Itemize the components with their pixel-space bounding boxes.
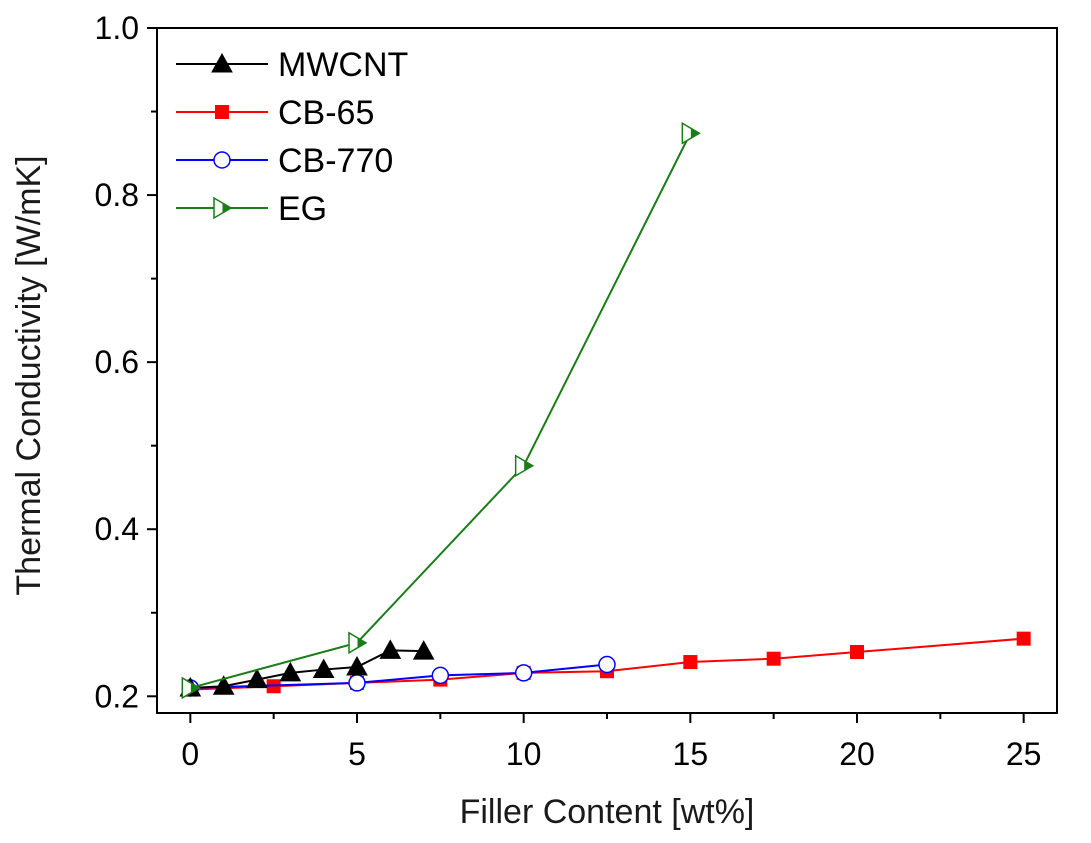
marker-circle <box>348 674 366 692</box>
legend-item: CB-770 <box>176 142 393 180</box>
marker-triangle-fill <box>222 203 231 213</box>
data-point <box>312 658 335 679</box>
data-point <box>598 655 616 674</box>
data-point <box>346 656 368 676</box>
y-tick-label: 0.2 <box>95 678 139 714</box>
marker-square <box>683 655 698 670</box>
legend-label: CB-65 <box>278 94 374 132</box>
marker-circle <box>431 666 450 685</box>
marker-triangle-fill <box>357 637 366 648</box>
legend-label: EG <box>278 190 327 228</box>
y-axis-title: Thermal Conductivity [W/mK] <box>10 155 48 595</box>
y-tick-label: 0.6 <box>95 344 139 380</box>
legend-item: EG <box>176 190 327 228</box>
x-tick-label: 0 <box>181 736 199 772</box>
series-eg <box>181 121 701 700</box>
data-point <box>850 645 864 660</box>
marker-square <box>215 105 229 119</box>
data-point <box>431 666 450 685</box>
legend: MWCNT CB-65 CB-770 EG <box>176 46 408 228</box>
legend-marker <box>215 105 229 119</box>
marker-square <box>850 645 864 660</box>
marker-triangle <box>412 640 435 660</box>
x-tick-label: 15 <box>673 736 709 772</box>
legend-label: MWCNT <box>278 46 408 84</box>
marker-triangle <box>211 52 233 73</box>
legend-label: CB-770 <box>278 142 393 180</box>
data-point <box>681 121 701 145</box>
data-point <box>766 651 781 666</box>
marker-triangle-fill <box>190 682 200 693</box>
marker-triangle <box>346 656 368 676</box>
marker-circle <box>213 151 231 169</box>
marker-square <box>1016 631 1031 646</box>
legend-marker <box>213 151 231 169</box>
marker-triangle <box>279 661 302 682</box>
series-cb-770 <box>181 655 616 697</box>
axes: 0 5 10 15 20 25 0.2 0.4 0.6 0.8 1.0 <box>95 10 1058 772</box>
legend-item: CB-65 <box>176 94 374 132</box>
marker-triangle-fill <box>690 128 700 139</box>
series-line <box>190 132 692 689</box>
y-tick-label: 0.4 <box>95 511 139 547</box>
x-tick-label: 20 <box>839 736 875 772</box>
series-mwcnt <box>179 639 435 697</box>
marker-triangle-fill <box>524 460 533 471</box>
plot-area <box>179 121 1031 700</box>
data-point <box>348 674 366 692</box>
marker-triangle <box>312 658 335 679</box>
y-tick-label: 1.0 <box>95 10 139 46</box>
data-point <box>246 668 268 689</box>
data-point <box>514 454 535 478</box>
marker-circle <box>514 664 533 682</box>
data-point <box>412 640 435 660</box>
data-point <box>1016 631 1031 646</box>
y-tick-label: 0.8 <box>95 177 139 213</box>
data-point <box>348 631 368 655</box>
marker-triangle <box>379 639 402 659</box>
x-tick-label: 10 <box>506 736 542 772</box>
x-tick-label: 5 <box>348 736 366 772</box>
marker-triangle <box>212 675 235 695</box>
data-point <box>212 675 235 695</box>
data-point <box>379 639 402 659</box>
data-point <box>514 664 533 682</box>
x-axis-title: Filler Content [wt%] <box>460 793 755 831</box>
legend-marker <box>213 196 233 220</box>
legend-marker <box>211 52 233 73</box>
data-point <box>279 661 302 682</box>
marker-circle <box>598 655 616 674</box>
legend-item: MWCNT <box>176 46 408 84</box>
marker-triangle <box>246 668 268 689</box>
data-point <box>683 655 698 670</box>
data-point <box>181 676 201 700</box>
marker-square <box>766 651 781 666</box>
x-tick-label: 25 <box>1006 736 1042 772</box>
